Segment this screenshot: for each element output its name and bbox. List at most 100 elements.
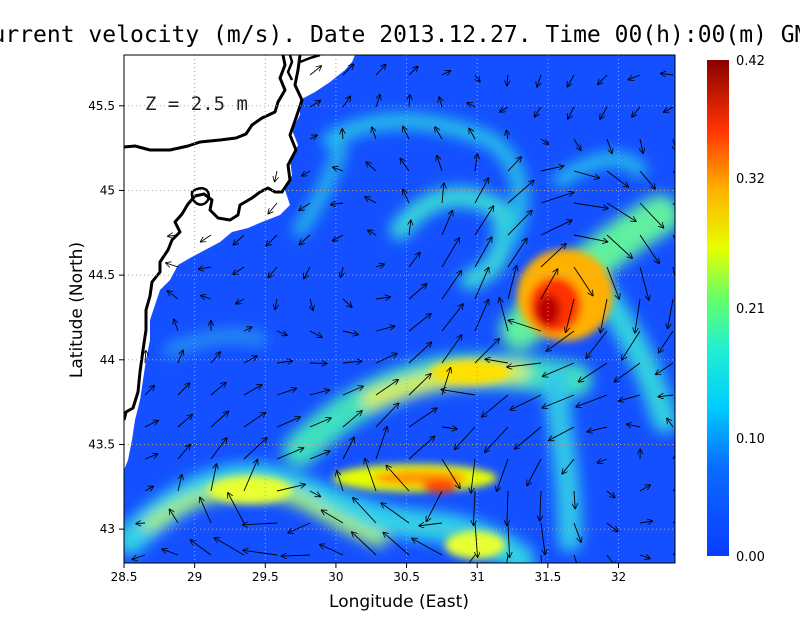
velocity-arrow — [586, 330, 608, 358]
velocity-arrow — [441, 390, 476, 396]
velocity-arrow — [236, 299, 245, 304]
velocity-arrow — [276, 448, 303, 460]
velocity-arrow — [353, 498, 377, 524]
x-tick-label: 30 — [328, 570, 343, 584]
velocity-arrow — [162, 549, 179, 556]
velocity-arrow — [441, 71, 450, 75]
chart-title: Current velocity (m/s). Date 2013.12.27.… — [0, 22, 800, 48]
velocity-arrow — [639, 234, 659, 263]
y-tick-label: 43 — [100, 522, 115, 536]
velocity-arrow — [386, 466, 410, 492]
velocity-arrow — [606, 138, 612, 153]
velocity-arrow — [606, 554, 615, 563]
velocity-arrow — [375, 380, 398, 396]
velocity-arrow — [656, 362, 674, 374]
velocity-arrow — [210, 352, 220, 364]
velocity-arrow — [342, 386, 363, 396]
velocity-arrow — [426, 490, 443, 521]
velocity-arrow — [474, 268, 489, 300]
velocity-arrow — [210, 412, 228, 428]
velocity-arrow — [144, 421, 158, 428]
velocity-arrow — [508, 522, 510, 557]
stream-south-core — [143, 482, 387, 547]
velocity-arrow — [606, 170, 628, 187]
velocity-arrow — [640, 138, 643, 153]
velocity-arrow — [664, 106, 674, 112]
velocity-arrow — [409, 221, 411, 236]
velocity-arrow — [474, 339, 499, 364]
velocity-arrow — [661, 73, 674, 75]
velocity-arrow — [543, 362, 575, 376]
velocity-arrow — [276, 484, 305, 492]
velocity-arrow — [275, 170, 277, 181]
velocity-arrow — [673, 138, 675, 150]
velocity-arrow — [629, 74, 641, 80]
velocity-arrow — [540, 554, 543, 563]
velocity-arrow — [276, 331, 287, 335]
velocity-arrow — [573, 138, 581, 150]
velocity-arrow — [639, 555, 650, 558]
velocity-arrow — [497, 458, 509, 491]
velocity-arrow — [600, 298, 608, 332]
velocity-arrow — [540, 490, 541, 520]
velocity-arrow — [337, 471, 344, 492]
jet-central-hot — [430, 360, 510, 384]
colorbar-tick-label: 0.00 — [736, 550, 765, 565]
velocity-arrow — [342, 438, 354, 460]
velocity-arrow — [507, 266, 516, 300]
velocity-arrow — [342, 97, 350, 108]
velocity-arrow — [144, 454, 157, 460]
velocity-arrow — [437, 156, 443, 172]
velocity-arrow — [600, 106, 608, 119]
colorbar-tick-label: 0.21 — [736, 302, 765, 317]
velocity-arrow — [474, 237, 492, 268]
velocity-arrow — [471, 458, 476, 493]
velocity-arrow — [177, 445, 190, 460]
velocity-arrow — [486, 359, 509, 364]
x-axis-label: Longitude (East) — [329, 592, 469, 612]
velocity-arrow — [201, 234, 212, 242]
velocity-arrow — [507, 211, 532, 236]
velocity-arrow — [268, 202, 278, 214]
stream-north-arc — [322, 113, 529, 248]
velocity-arrow — [627, 424, 641, 427]
velocity-arrow — [375, 297, 390, 299]
velocity-arrow — [276, 417, 300, 428]
velocity-arrow — [300, 234, 311, 244]
velocity-arrow — [549, 426, 575, 440]
velocity-arrow — [365, 459, 377, 492]
velocity-arrow — [474, 178, 488, 204]
velocity-arrow — [366, 162, 377, 172]
velocity-arrow — [201, 296, 212, 299]
velocity-arrow — [200, 498, 212, 524]
colorbar-tick-label: 0.42 — [736, 54, 765, 69]
velocity-arrow — [174, 319, 179, 332]
y-ticks: 43 43.5 44 44.5 45 45.5 — [88, 99, 124, 536]
velocity-arrow — [309, 418, 331, 428]
velocity-arrow — [276, 361, 292, 363]
stream-north-right — [553, 152, 647, 187]
velocity-arrow — [419, 523, 443, 526]
x-tick-label: 29 — [187, 570, 202, 584]
x-tick-label: 32 — [611, 570, 626, 584]
velocity-arrow — [168, 291, 179, 300]
velocity-arrow — [132, 554, 146, 559]
velocity-arrow — [566, 298, 575, 332]
velocity-arrow — [302, 170, 311, 176]
x-ticks: 28.5 29 29.5 30 30.5 31 31.5 32 — [111, 563, 626, 584]
velocity-arrow — [475, 74, 480, 82]
velocity-arrow — [659, 330, 674, 352]
bay — [190, 187, 211, 206]
velocity-arrow — [573, 522, 581, 542]
velocity-arrow — [540, 192, 573, 204]
velocity-arrow — [342, 411, 362, 428]
velocity-arrow — [474, 206, 493, 236]
colorbar-tick-label: 0.32 — [736, 172, 765, 187]
velocity-arrow — [606, 234, 632, 258]
jet-bottom-hot — [445, 531, 505, 559]
velocity-arrow — [540, 522, 545, 554]
coastline — [124, 55, 287, 152]
velocity-arrow — [540, 220, 572, 236]
velocity-arrow — [243, 413, 265, 428]
